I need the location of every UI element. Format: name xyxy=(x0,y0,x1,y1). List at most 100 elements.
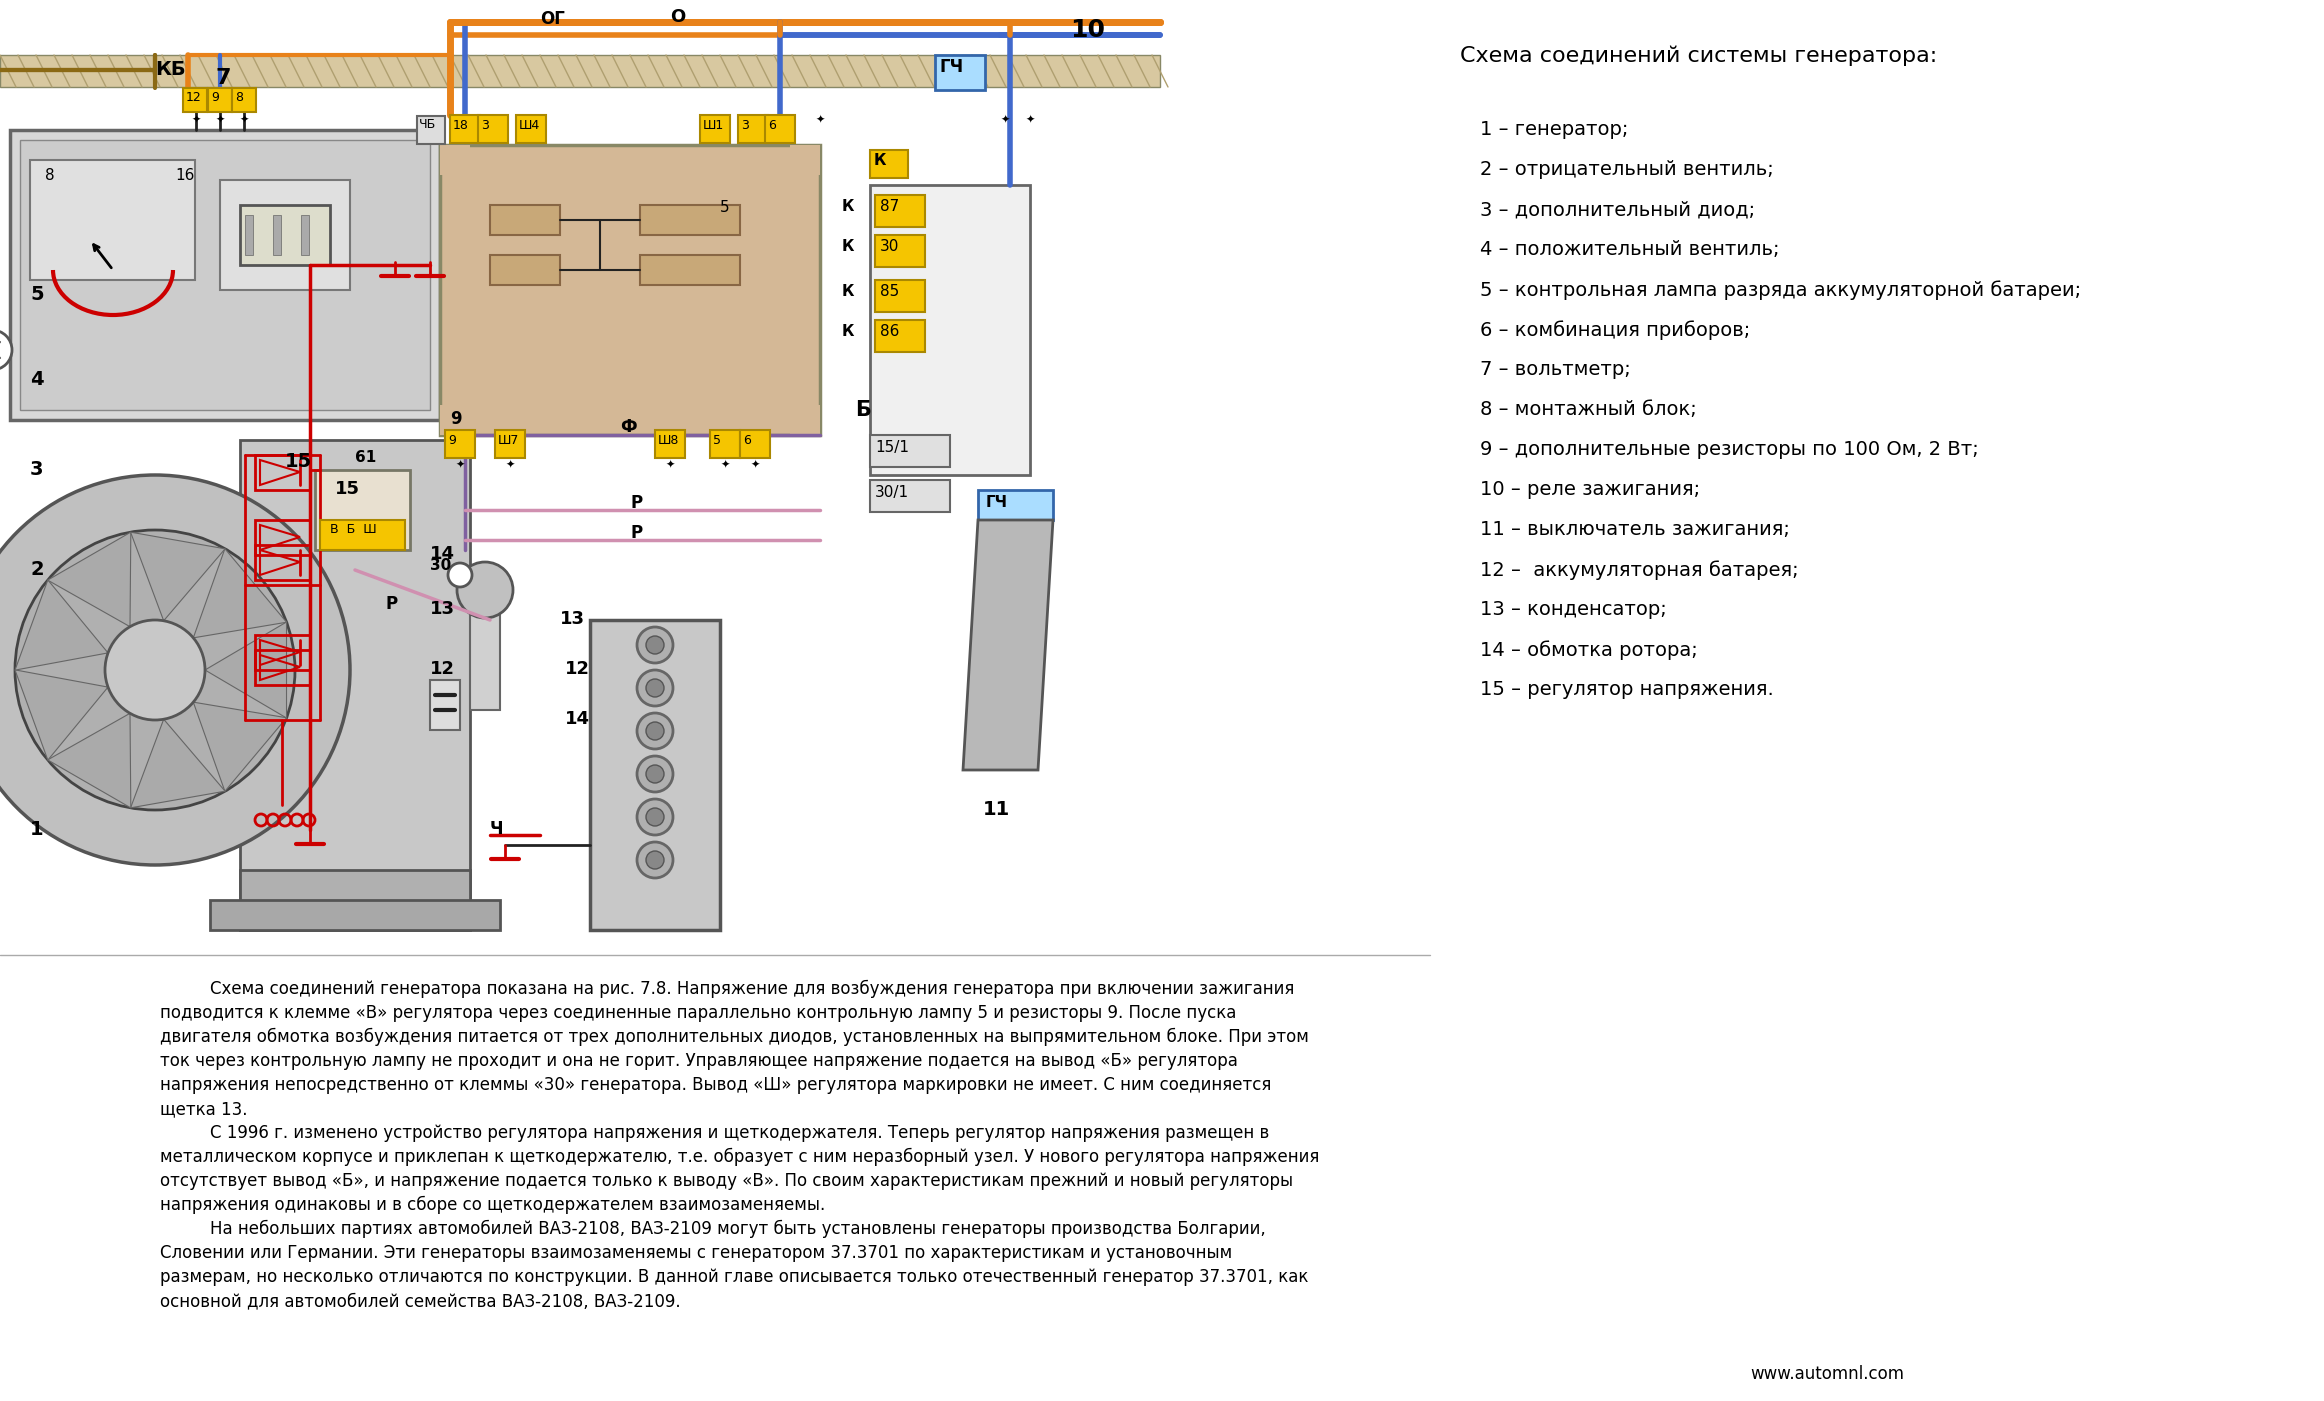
Text: 7: 7 xyxy=(216,69,230,88)
Text: ✦: ✦ xyxy=(216,115,225,125)
Text: 86: 86 xyxy=(881,324,899,339)
Text: ✦: ✦ xyxy=(720,460,730,469)
Text: ОГ: ОГ xyxy=(539,10,565,28)
Bar xyxy=(416,116,444,144)
Text: 15 – регулятор напряжения.: 15 – регулятор напряжения. xyxy=(1480,679,1773,699)
Text: 15: 15 xyxy=(335,481,360,497)
Text: 9 – дополнительные резисторы по 100 Ом, 2 Вт;: 9 – дополнительные резисторы по 100 Ом, … xyxy=(1480,440,1978,460)
Bar xyxy=(244,214,253,255)
Text: напряжения непосредственно от клеммы «30» генератора. Вывод «Ш» регулятора марки: напряжения непосредственно от клеммы «30… xyxy=(160,1076,1271,1094)
Circle shape xyxy=(0,331,12,370)
Bar xyxy=(978,490,1053,520)
Text: 61: 61 xyxy=(356,450,376,465)
Bar xyxy=(321,520,404,551)
Text: 30: 30 xyxy=(881,240,899,254)
Text: К: К xyxy=(841,284,855,298)
Bar xyxy=(639,205,739,235)
Circle shape xyxy=(646,722,665,740)
Circle shape xyxy=(646,808,665,827)
Text: 13: 13 xyxy=(560,609,586,628)
Text: 16: 16 xyxy=(174,168,195,184)
Polygon shape xyxy=(205,622,286,717)
Text: Схема соединений генератора показана на рис. 7.8. Напряжение для возбуждения ген: Схема соединений генератора показана на … xyxy=(209,981,1294,999)
Text: О: О xyxy=(669,8,686,27)
Circle shape xyxy=(14,530,295,810)
Bar xyxy=(876,280,925,312)
Text: ГЧ: ГЧ xyxy=(985,495,1009,510)
Text: 14: 14 xyxy=(565,710,590,729)
Polygon shape xyxy=(49,713,130,808)
Bar xyxy=(256,455,309,490)
Circle shape xyxy=(646,636,665,654)
Polygon shape xyxy=(193,549,286,637)
Text: 11: 11 xyxy=(983,800,1011,820)
Bar xyxy=(239,870,469,930)
Bar xyxy=(0,55,1160,87)
Text: 15: 15 xyxy=(286,453,311,471)
Bar xyxy=(30,160,195,280)
Text: С 1996 г. изменено устройство регулятора напряжения и щеткодержателя. Теперь рег: С 1996 г. изменено устройство регулятора… xyxy=(209,1124,1269,1142)
Bar xyxy=(272,214,281,255)
Text: 3 – дополнительный диод;: 3 – дополнительный диод; xyxy=(1480,200,1755,219)
Text: ✦: ✦ xyxy=(456,115,465,125)
Text: К: К xyxy=(841,240,855,254)
Bar xyxy=(239,440,469,930)
Text: 6: 6 xyxy=(744,434,751,447)
Text: Ш4: Ш4 xyxy=(518,119,539,132)
Bar xyxy=(876,319,925,352)
Text: Словении или Германии. Эти генераторы взаимозаменяемы с генератором 37.3701 по х: Словении или Германии. Эти генераторы вз… xyxy=(160,1244,1232,1262)
Bar xyxy=(639,255,739,284)
Circle shape xyxy=(646,765,665,783)
Circle shape xyxy=(637,713,674,750)
Text: 15/1: 15/1 xyxy=(876,440,909,455)
Text: ✦: ✦ xyxy=(239,115,249,125)
Text: Р: Р xyxy=(386,595,397,614)
Bar xyxy=(495,430,525,458)
Text: 3: 3 xyxy=(741,119,748,132)
Bar xyxy=(451,115,481,143)
Text: 5: 5 xyxy=(30,284,44,304)
Bar xyxy=(256,545,309,580)
Text: 3: 3 xyxy=(30,460,44,479)
Text: 9: 9 xyxy=(449,434,456,447)
Bar xyxy=(790,405,820,434)
Text: 8 – монтажный блок;: 8 – монтажный блок; xyxy=(1480,401,1697,419)
Text: 12 –  аккумуляторная батарея;: 12 – аккумуляторная батарея; xyxy=(1480,560,1799,580)
Text: Ч: Ч xyxy=(490,820,504,838)
Text: К: К xyxy=(874,153,885,168)
Text: 4 – положительный вентиль;: 4 – положительный вентиль; xyxy=(1480,240,1780,259)
Circle shape xyxy=(637,842,674,878)
Text: 14 – обмотка ротора;: 14 – обмотка ротора; xyxy=(1480,640,1699,660)
Text: Ш8: Ш8 xyxy=(658,434,679,447)
Bar xyxy=(711,430,739,458)
Text: 9: 9 xyxy=(211,91,218,104)
Polygon shape xyxy=(14,580,107,670)
Text: www.automnl.com: www.automnl.com xyxy=(1750,1365,1903,1383)
Bar xyxy=(316,469,409,551)
Bar xyxy=(256,520,309,555)
Text: 12: 12 xyxy=(430,660,456,678)
Text: 30: 30 xyxy=(430,558,451,573)
Bar xyxy=(256,635,309,670)
Polygon shape xyxy=(14,670,107,761)
Text: ✦: ✦ xyxy=(755,115,765,125)
Bar xyxy=(869,150,909,178)
Text: Схема соединений системы генератора:: Схема соединений системы генератора: xyxy=(1459,45,1938,66)
Circle shape xyxy=(646,850,665,869)
Polygon shape xyxy=(962,520,1053,771)
Text: 13: 13 xyxy=(430,600,456,618)
Text: ГЧ: ГЧ xyxy=(939,57,964,76)
Text: 6 – комбинация приборов;: 6 – комбинация приборов; xyxy=(1480,319,1750,339)
Text: 6: 6 xyxy=(767,119,776,132)
Text: ✦: ✦ xyxy=(816,115,825,125)
Text: 5 – контрольная лампа разряда аккумуляторной батареи;: 5 – контрольная лампа разряда аккумулято… xyxy=(1480,280,2080,300)
Bar xyxy=(430,679,460,730)
Text: 30/1: 30/1 xyxy=(876,485,909,500)
Bar xyxy=(590,621,720,930)
Text: 3: 3 xyxy=(481,119,488,132)
Text: 12: 12 xyxy=(565,660,590,678)
Text: 2: 2 xyxy=(30,560,44,579)
Polygon shape xyxy=(49,532,130,626)
Text: Ш1: Ш1 xyxy=(702,119,725,132)
Bar xyxy=(739,430,769,458)
